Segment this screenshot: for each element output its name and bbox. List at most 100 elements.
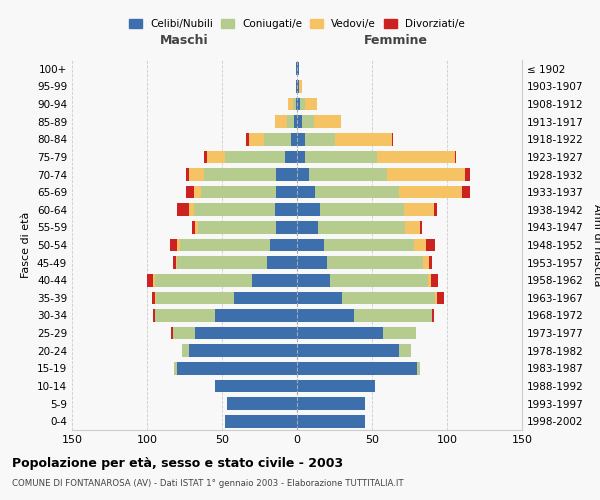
Bar bbox=[276, 186, 297, 198]
Bar bbox=[270, 238, 297, 252]
Bar bbox=[207, 150, 225, 163]
Bar bbox=[297, 415, 365, 428]
Bar bbox=[420, 221, 421, 234]
Bar bbox=[174, 362, 177, 374]
Bar bbox=[155, 274, 252, 286]
Bar bbox=[198, 221, 276, 234]
Bar bbox=[297, 168, 309, 181]
Bar bbox=[182, 344, 189, 357]
Bar bbox=[249, 133, 264, 145]
Bar bbox=[324, 238, 414, 252]
Bar bbox=[387, 168, 465, 181]
Bar bbox=[215, 380, 297, 392]
Bar bbox=[173, 327, 195, 340]
Bar bbox=[189, 344, 297, 357]
Y-axis label: Anni di nascita: Anni di nascita bbox=[592, 204, 600, 286]
Bar bbox=[297, 274, 330, 286]
Text: COMUNE DI FONTANAROSA (AV) - Dati ISTAT 1° gennaio 2003 - Elaborazione TUTTITALI: COMUNE DI FONTANAROSA (AV) - Dati ISTAT … bbox=[12, 478, 404, 488]
Bar bbox=[297, 98, 300, 110]
Bar bbox=[429, 256, 432, 269]
Bar bbox=[186, 168, 189, 181]
Bar bbox=[201, 186, 276, 198]
Bar bbox=[427, 274, 431, 286]
Y-axis label: Fasce di età: Fasce di età bbox=[22, 212, 31, 278]
Bar bbox=[204, 150, 207, 163]
Bar bbox=[392, 133, 393, 145]
Bar bbox=[294, 116, 297, 128]
Bar bbox=[435, 292, 437, 304]
Bar bbox=[293, 98, 296, 110]
Text: Popolazione per età, sesso e stato civile - 2003: Popolazione per età, sesso e stato civil… bbox=[12, 458, 343, 470]
Bar bbox=[291, 133, 297, 145]
Bar bbox=[177, 204, 189, 216]
Bar bbox=[195, 327, 297, 340]
Bar bbox=[288, 98, 293, 110]
Bar bbox=[431, 274, 438, 286]
Bar bbox=[335, 133, 392, 145]
Bar bbox=[186, 186, 193, 198]
Bar bbox=[153, 274, 155, 286]
Bar bbox=[204, 168, 276, 181]
Bar bbox=[297, 150, 305, 163]
Bar bbox=[315, 186, 399, 198]
Bar bbox=[225, 415, 297, 428]
Bar bbox=[297, 327, 383, 340]
Bar bbox=[189, 168, 204, 181]
Bar bbox=[171, 327, 173, 340]
Bar bbox=[426, 238, 435, 252]
Bar bbox=[399, 186, 462, 198]
Bar bbox=[246, 133, 249, 145]
Bar bbox=[176, 256, 177, 269]
Bar bbox=[287, 116, 294, 128]
Bar bbox=[195, 221, 198, 234]
Bar bbox=[300, 98, 305, 110]
Bar bbox=[297, 344, 399, 357]
Bar bbox=[297, 309, 354, 322]
Bar bbox=[465, 168, 470, 181]
Bar bbox=[377, 150, 455, 163]
Bar bbox=[462, 186, 470, 198]
Bar bbox=[414, 238, 426, 252]
Bar bbox=[302, 116, 314, 128]
Bar bbox=[296, 62, 297, 75]
Bar bbox=[156, 292, 234, 304]
Bar bbox=[417, 362, 420, 374]
Bar bbox=[305, 133, 335, 145]
Bar bbox=[170, 238, 177, 252]
Bar bbox=[215, 309, 297, 322]
Bar bbox=[297, 62, 299, 75]
Bar bbox=[297, 116, 302, 128]
Bar bbox=[297, 221, 318, 234]
Bar bbox=[297, 186, 315, 198]
Bar bbox=[151, 292, 155, 304]
Bar bbox=[297, 204, 320, 216]
Bar bbox=[147, 274, 153, 286]
Bar bbox=[305, 150, 377, 163]
Bar bbox=[267, 256, 297, 269]
Bar bbox=[330, 274, 427, 286]
Bar bbox=[227, 397, 297, 410]
Bar bbox=[180, 238, 270, 252]
Text: Maschi: Maschi bbox=[160, 34, 209, 47]
Bar bbox=[173, 256, 176, 269]
Bar bbox=[276, 168, 297, 181]
Bar bbox=[354, 309, 432, 322]
Bar bbox=[177, 238, 180, 252]
Bar bbox=[225, 150, 285, 163]
Bar bbox=[177, 362, 297, 374]
Bar bbox=[437, 292, 444, 304]
Bar bbox=[299, 80, 302, 93]
Bar bbox=[297, 256, 327, 269]
Bar bbox=[275, 204, 297, 216]
Bar bbox=[297, 397, 365, 410]
Bar bbox=[455, 150, 456, 163]
Bar bbox=[297, 80, 299, 93]
Bar bbox=[177, 256, 267, 269]
Bar bbox=[297, 292, 342, 304]
Bar bbox=[405, 221, 420, 234]
Bar bbox=[193, 204, 275, 216]
Bar bbox=[399, 344, 411, 357]
Bar bbox=[276, 221, 297, 234]
Bar bbox=[296, 98, 297, 110]
Bar bbox=[297, 380, 375, 392]
